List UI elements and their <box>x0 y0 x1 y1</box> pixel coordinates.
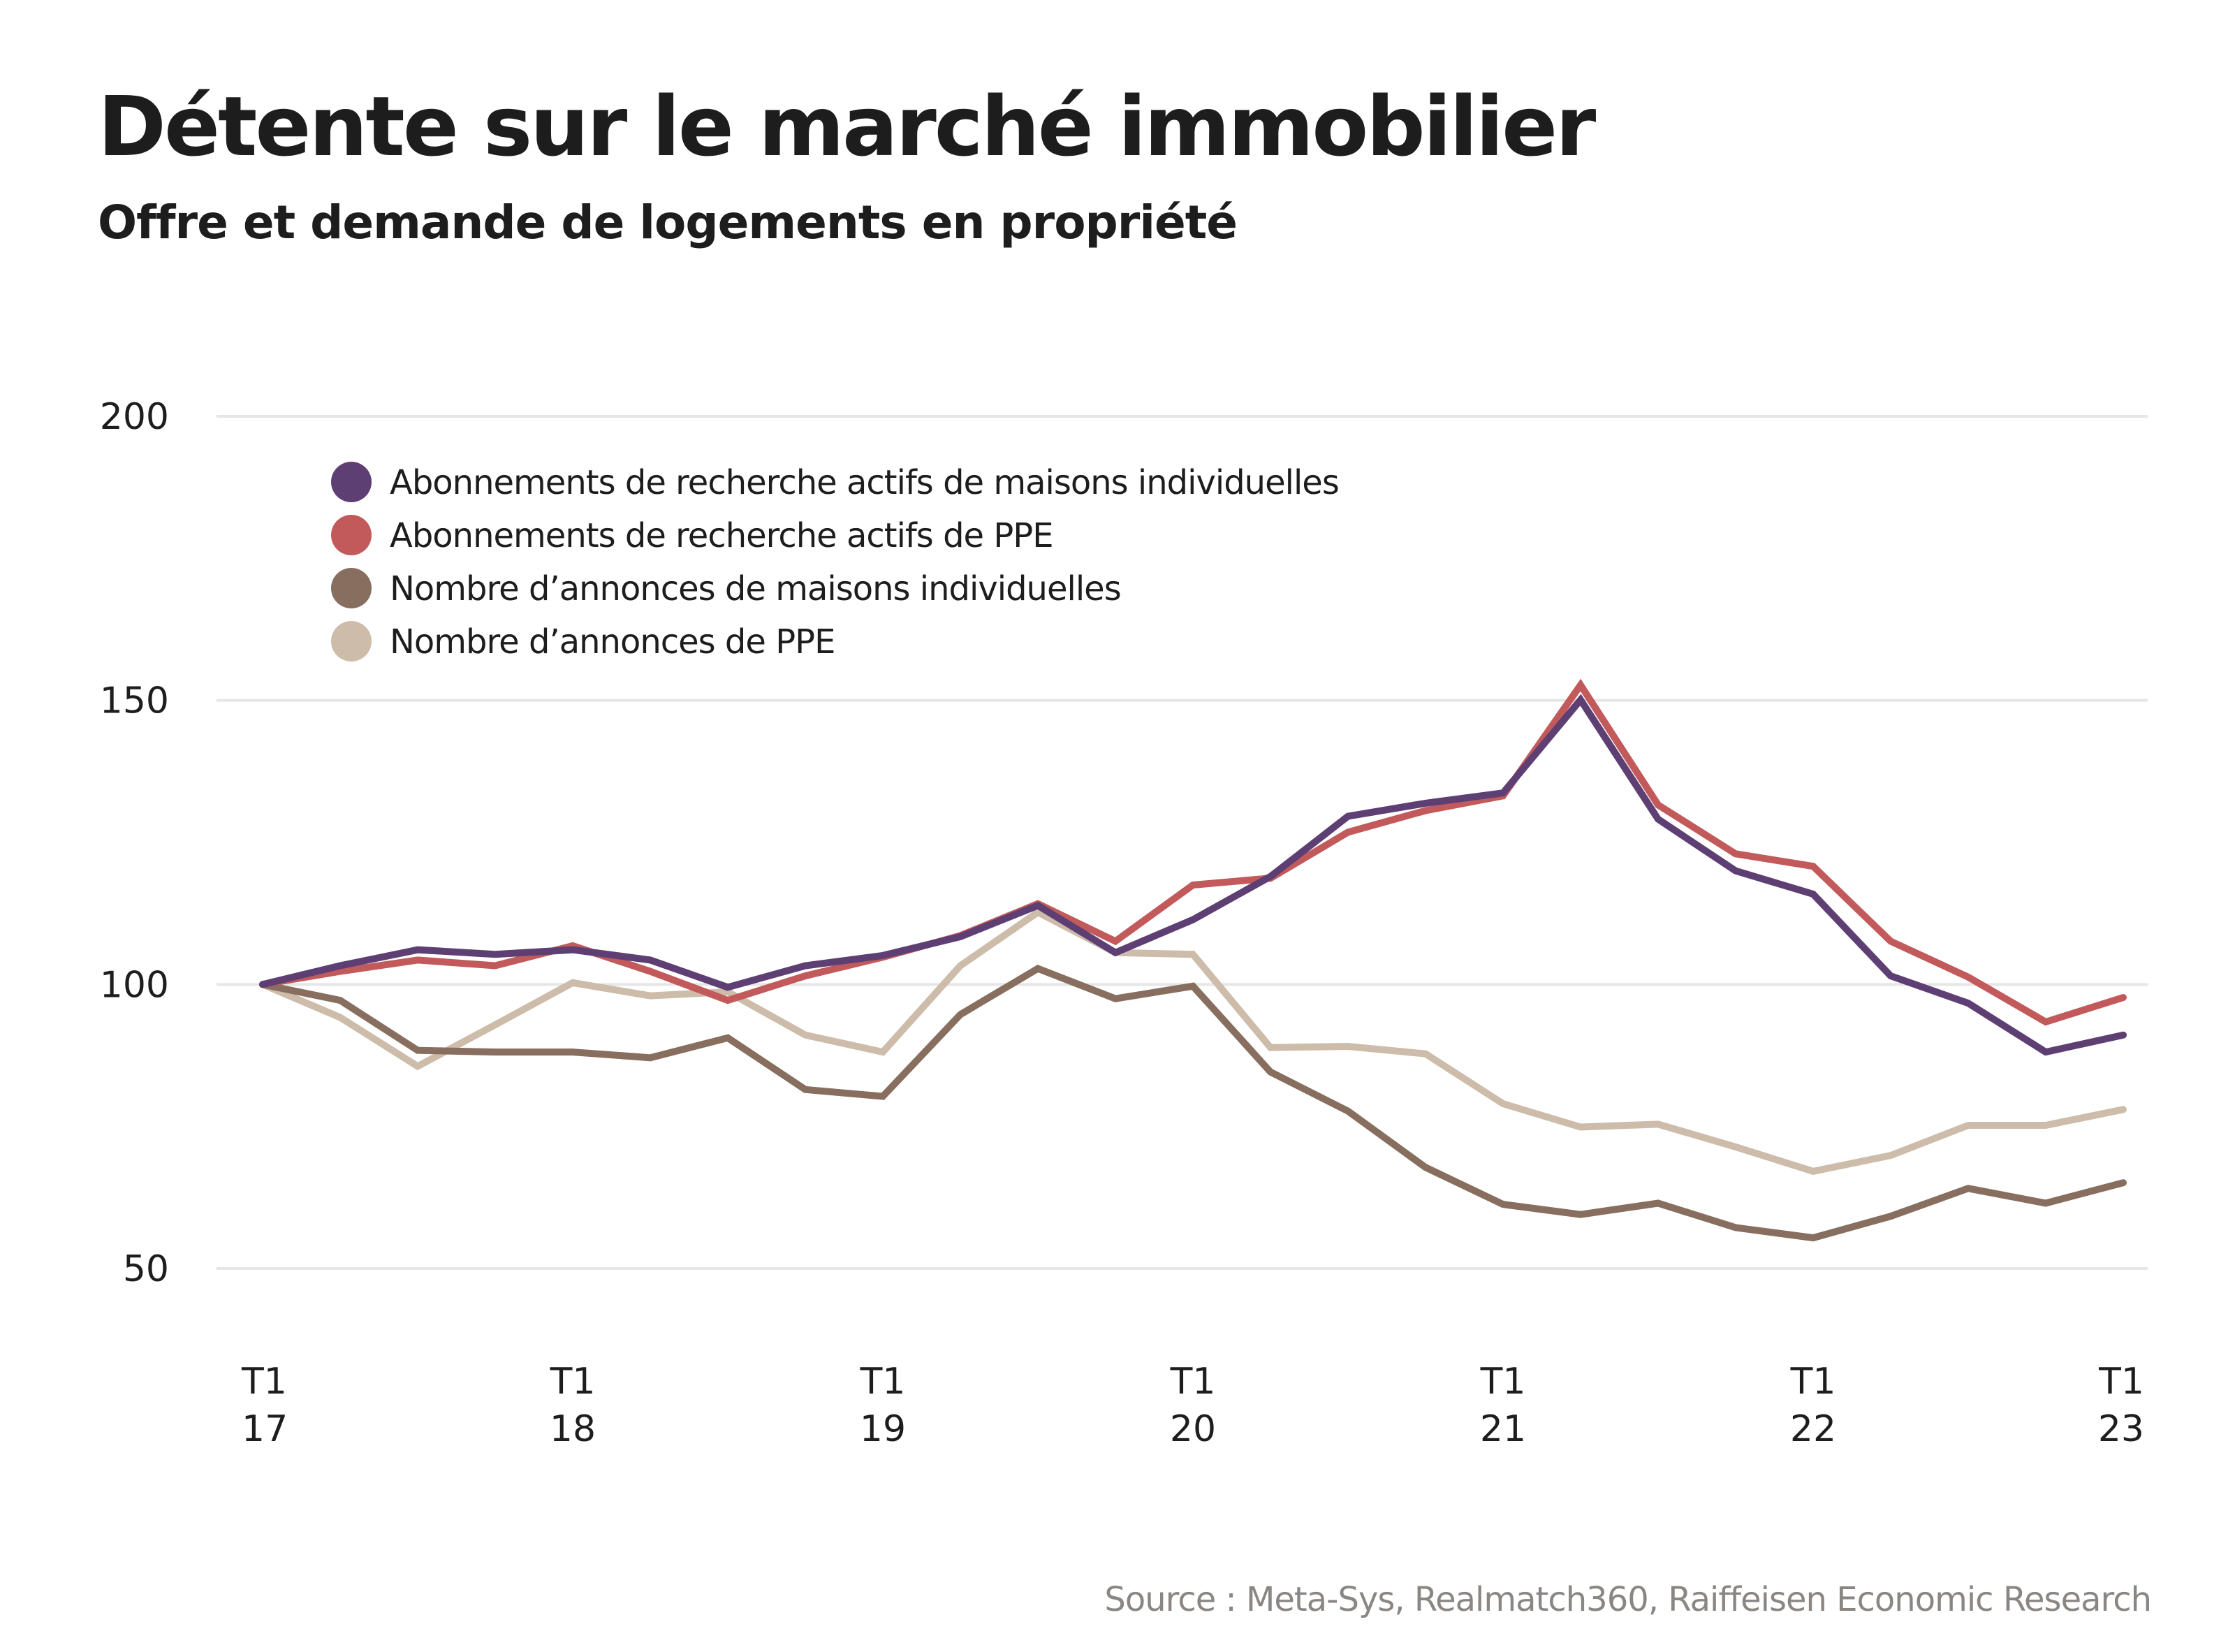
source-note: Source : Meta-Sys, Realmatch360, Raiffei… <box>1104 1580 2152 1619</box>
legend: Abonnements de recherche actifs de maiso… <box>331 462 1340 661</box>
y-tick-label: 200 <box>100 396 169 438</box>
y-tick-label: 150 <box>100 680 169 722</box>
x-tick-label-line2: 17 <box>242 1408 288 1450</box>
legend-marker-icon <box>331 515 372 555</box>
x-tick-label-line2: 20 <box>1170 1408 1216 1450</box>
x-tick-label-line2: 23 <box>2098 1408 2144 1450</box>
x-tick-label-line1: T1 <box>1790 1361 1836 1403</box>
legend-label: Nombre d’annonces de maisons individuell… <box>390 569 1121 608</box>
x-tick-label-line1: T1 <box>1480 1361 1526 1403</box>
legend-label: Abonnements de recherche actifs de PPE <box>390 516 1053 555</box>
x-tick-label-line2: 19 <box>860 1408 906 1450</box>
x-tick-label-line1: T1 <box>1170 1361 1216 1403</box>
legend-marker-icon <box>331 621 372 661</box>
legend-marker-icon <box>331 462 372 502</box>
legend-label: Nombre d’annonces de PPE <box>390 622 835 661</box>
x-tick-label-line1: T1 <box>241 1361 287 1403</box>
legend-marker-icon <box>331 568 372 608</box>
y-tick-label: 100 <box>100 964 169 1006</box>
series-line-3 <box>259 965 2127 1242</box>
series-lines <box>259 678 2127 1242</box>
x-tick-label-line1: T1 <box>2098 1361 2144 1403</box>
chart-title: Détente sur le marché immobilier <box>98 78 1596 175</box>
legend-label: Abonnements de recherche actifs de maiso… <box>390 463 1339 502</box>
x-tick-label-line1: T1 <box>550 1361 596 1403</box>
x-tick-label-line1: T1 <box>860 1361 906 1403</box>
y-tick-label: 50 <box>123 1248 169 1290</box>
x-axis: T1 17 T1 18 T1 19 T1 20 T1 21 T1 22 T1 23 <box>241 1361 2144 1450</box>
x-tick-label-line2: 18 <box>550 1408 596 1450</box>
series-line-2 <box>259 678 2127 1026</box>
y-axis: 200 150 100 50 <box>100 396 169 1290</box>
x-tick-label-line2: 21 <box>1480 1408 1526 1450</box>
series-line-4 <box>259 908 2127 1176</box>
chart-subtitle: Offre et demande de logements en proprié… <box>98 196 1238 249</box>
series-line-1 <box>259 694 2127 1056</box>
x-tick-label-line2: 22 <box>1790 1408 1836 1450</box>
